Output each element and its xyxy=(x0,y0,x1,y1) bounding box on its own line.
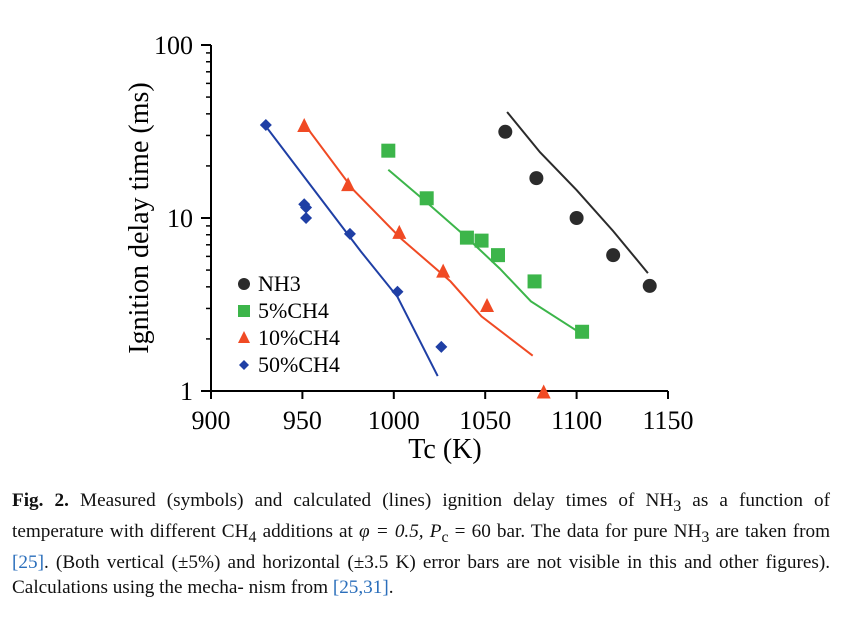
point-10pct-ch4 xyxy=(341,177,356,192)
point-5pct-ch4 xyxy=(490,248,505,263)
caption-text-1: Measured (symbols) and calculated (lines… xyxy=(80,490,674,511)
caption-text-3-mid: are taken from xyxy=(709,520,831,542)
point-50pct-ch4 xyxy=(435,340,448,353)
point-50pct-ch4 xyxy=(391,285,404,298)
caption-text-2: function of temperature with different C… xyxy=(12,490,831,542)
point-nh3 xyxy=(569,211,584,225)
point-10pct-ch4 xyxy=(392,224,407,239)
x-tick-label: 1100 xyxy=(551,406,602,435)
caption-sub-1: 3 xyxy=(673,497,682,515)
y-axis-title: Ignition delay time (ms) xyxy=(124,82,155,353)
legend-label-10pct-ch4: 10%CH4 xyxy=(258,325,340,350)
line-50pct-ch4 xyxy=(263,123,439,377)
point-5pct-ch4 xyxy=(527,274,542,289)
y-tick-label: 10 xyxy=(167,204,193,233)
caption-text-3-end: . (Both vertical (±5%) and horizontal (±… xyxy=(43,551,416,573)
caption-text-5: nism from xyxy=(248,576,333,598)
legend-label-nh3: NH3 xyxy=(258,271,301,296)
caption-pc-sub: c xyxy=(441,528,449,546)
x-tick-label: 900 xyxy=(192,406,231,435)
point-nh3 xyxy=(606,248,621,263)
x-tick-label: 950 xyxy=(283,406,322,435)
axes: 900 950 1000 1050 1100 1150 1 10 100 xyxy=(154,31,694,435)
caption-sub-2: 4 xyxy=(248,528,257,546)
figure-caption: Fig. 2. Measured (symbols) and calculate… xyxy=(12,488,830,600)
point-50pct-ch4 xyxy=(300,201,313,214)
point-5pct-ch4 xyxy=(575,324,590,339)
point-5pct-ch4 xyxy=(381,143,396,158)
x-axis-title: Tc (K) xyxy=(408,434,481,465)
x-tick-label: 1000 xyxy=(368,406,420,435)
caption-text-4: error bars are not visible in this and o… xyxy=(12,551,831,598)
caption-sub-3: 3 xyxy=(701,528,710,546)
caption-pc-expr: = 60 bar. The xyxy=(448,520,561,542)
point-10pct-ch4 xyxy=(536,384,551,399)
legend-marker-50pct-ch4 xyxy=(239,360,249,370)
point-10pct-ch4 xyxy=(480,297,495,312)
legend-marker-nh3 xyxy=(238,278,250,290)
legend-label-5pct-ch4: 5%CH4 xyxy=(258,298,329,323)
point-50pct-ch4 xyxy=(259,118,272,131)
y-tick-label: 100 xyxy=(154,31,193,60)
point-5pct-ch4 xyxy=(459,230,474,245)
x-tick-label: 1150 xyxy=(642,406,693,435)
point-50pct-ch4 xyxy=(300,212,313,224)
point-10pct-ch4 xyxy=(436,263,451,278)
caption-pc: P xyxy=(429,520,442,542)
line-nh3 xyxy=(506,111,649,274)
caption-text-2-mid: additions at xyxy=(256,520,360,542)
point-10pct-ch4 xyxy=(297,118,312,133)
caption-text-1-end: as a xyxy=(681,490,728,511)
caption-text-3: data for pure NH xyxy=(566,520,702,542)
caption-ref-25-31[interactable]: [25,31] xyxy=(332,576,389,598)
point-nh3 xyxy=(498,124,513,139)
caption-text-5-end: . xyxy=(388,576,394,598)
ignition-delay-chart: 900 950 1000 1050 1100 1150 1 10 100 NH35%CH410%… xyxy=(124,31,694,465)
measured-points xyxy=(259,118,657,399)
caption-label: Fig. 2. xyxy=(12,490,69,511)
y-tick-label: 1 xyxy=(180,377,193,406)
line-10pct-ch4 xyxy=(303,123,534,357)
legend-label-50pct-ch4: 50%CH4 xyxy=(258,352,340,377)
point-nh3 xyxy=(529,171,544,186)
point-nh3 xyxy=(642,278,657,293)
legend-marker-5pct-ch4 xyxy=(238,305,250,317)
point-5pct-ch4 xyxy=(419,191,434,206)
legend-marker-10pct-ch4 xyxy=(238,331,250,343)
point-5pct-ch4 xyxy=(474,233,489,248)
x-tick-label: 1050 xyxy=(459,406,511,435)
caption-ref-25[interactable]: [25] xyxy=(12,551,44,573)
point-50pct-ch4 xyxy=(343,227,356,240)
caption-phi: φ = 0.5, xyxy=(359,520,430,542)
